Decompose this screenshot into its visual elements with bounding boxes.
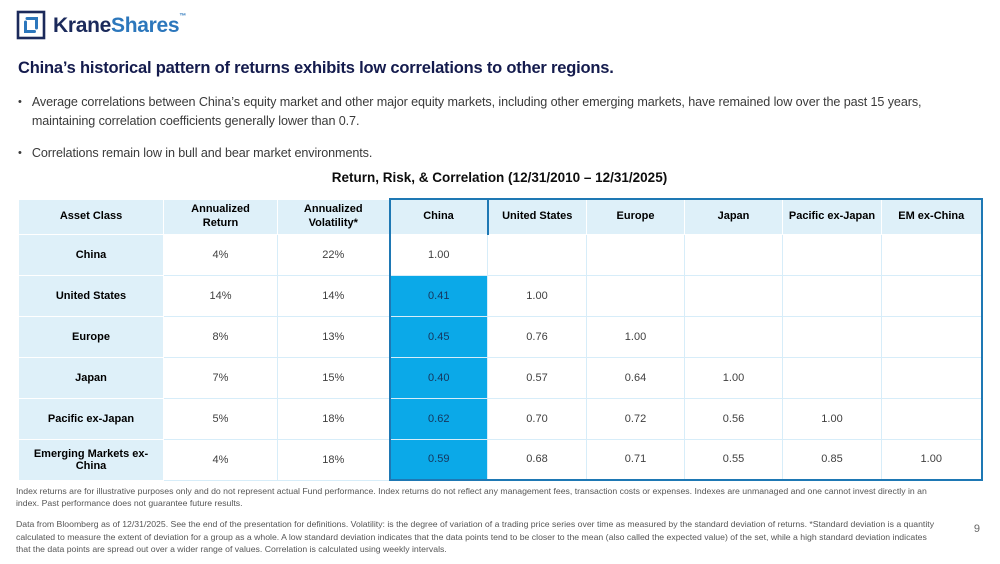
kraneshares-logo-text: KraneShares™ [53, 12, 186, 37]
bullet-list: • Average correlations between China’s e… [18, 93, 978, 176]
return-cell: 4% [163, 233, 278, 276]
corr-cell-us: 0.76 [487, 315, 587, 358]
table-row: Pacific ex-Japan 5% 18% 0.62 0.70 0.72 0… [18, 397, 983, 440]
return-cell: 5% [163, 397, 278, 440]
corr-cell-us: 0.70 [487, 397, 587, 440]
corr-cell-japan: 0.56 [684, 397, 783, 440]
corr-cell-pacific [782, 315, 882, 358]
page-number: 9 [973, 523, 980, 535]
col-header-em-ex-china: EM ex-China [881, 198, 983, 235]
col-header-pacific-ex-japan: Pacific ex-Japan [782, 198, 882, 235]
col-header-europe: Europe [586, 198, 685, 235]
corr-cell-em [881, 315, 983, 358]
row-label: Europe [18, 315, 164, 358]
corr-cell-em [881, 274, 983, 317]
row-label: China [18, 233, 164, 276]
return-cell: 7% [163, 356, 278, 399]
corr-cell-europe: 1.00 [586, 315, 685, 358]
bullet-item: • Average correlations between China’s e… [18, 93, 978, 131]
corr-cell-em [881, 233, 983, 276]
corr-cell-china-highlighted: 0.41 [388, 274, 488, 317]
corr-cell-china-highlighted: 0.45 [388, 315, 488, 358]
corr-cell-us: 0.57 [487, 356, 587, 399]
corr-cell-em: 1.00 [881, 438, 983, 481]
corr-cell-us [487, 233, 587, 276]
logo-word-shares: Shares [111, 13, 180, 37]
corr-cell-china-highlighted: 0.59 [388, 438, 488, 481]
table-row: Japan 7% 15% 0.40 0.57 0.64 1.00 [18, 356, 983, 399]
volatility-cell: 15% [277, 356, 390, 399]
corr-cell-em [881, 356, 983, 399]
volatility-cell: 14% [277, 274, 390, 317]
corr-cell-europe: 0.71 [586, 438, 685, 481]
footnote-data-source: Data from Bloomberg as of 12/31/2025. Se… [16, 519, 935, 554]
footnote-index-returns: Index returns are for illustrative purpo… [16, 486, 927, 509]
bullet-text: Correlations remain low in bull and bear… [31, 146, 373, 161]
bullet-marker: • [18, 96, 22, 108]
volatility-cell: 18% [277, 438, 390, 481]
corr-cell-japan [684, 274, 783, 317]
table-row: China 4% 22% 1.00 [18, 233, 983, 276]
bullet-marker: • [18, 147, 22, 160]
footnotes: Index returns are for illustrative purpo… [16, 485, 941, 564]
volatility-cell: 22% [277, 233, 390, 276]
row-label: Japan [18, 356, 164, 399]
table-header-row: Asset Class Annualized Return Annualized V… [18, 198, 983, 235]
corr-cell-china: 1.00 [388, 233, 488, 276]
corr-cell-china-highlighted: 0.62 [388, 397, 488, 440]
bullet-text: Average correlations between China’s equ… [31, 95, 922, 129]
return-cell: 4% [163, 438, 278, 481]
col-header-japan: Japan [684, 198, 783, 235]
header-line: Return [202, 216, 239, 229]
page-title: China’s historical pattern of returns ex… [18, 59, 614, 77]
corr-cell-europe: 0.64 [586, 356, 685, 399]
corr-cell-japan: 0.55 [684, 438, 783, 481]
header-line: Annualized [191, 202, 250, 215]
bullet-item: • Correlations remain low in bull and be… [18, 144, 978, 163]
corr-cell-europe [586, 233, 685, 276]
header-line: Volatility* [308, 216, 358, 229]
volatility-cell: 13% [277, 315, 390, 358]
correlation-table: Asset Class Annualized Return Annualized V… [18, 198, 983, 481]
corr-cell-japan: 1.00 [684, 356, 783, 399]
corr-cell-pacific [782, 356, 882, 399]
logo-tm-mark: ™ [179, 12, 186, 20]
corr-cell-pacific: 0.85 [782, 438, 882, 481]
col-header-annualized-volatility: Annualized Volatility* [277, 198, 390, 235]
col-header-annualized-return: Annualized Return [163, 198, 278, 235]
col-header-asset-class: Asset Class [18, 198, 164, 235]
corr-cell-europe: 0.72 [586, 397, 685, 440]
table-title: Return, Risk, & Correlation (12/31/2010 … [331, 170, 668, 185]
corr-cell-europe [586, 274, 685, 317]
corr-cell-pacific: 1.00 [782, 397, 882, 440]
corr-cell-japan [684, 315, 783, 358]
row-label: United States [18, 274, 164, 317]
return-cell: 8% [163, 315, 278, 358]
corr-cell-us: 0.68 [487, 438, 587, 481]
return-cell: 14% [163, 274, 278, 317]
row-label: Pacific ex-Japan [18, 397, 164, 440]
col-header-united-states: United States [487, 198, 587, 235]
logo-word-krane: Krane [53, 13, 112, 37]
corr-cell-china-highlighted: 0.40 [388, 356, 488, 399]
corr-cell-pacific [782, 274, 882, 317]
table-row: Europe 8% 13% 0.45 0.76 1.00 [18, 315, 983, 358]
volatility-cell: 18% [277, 397, 390, 440]
col-header-china: China [388, 198, 489, 235]
table-row: United States 14% 14% 0.41 1.00 [18, 274, 983, 317]
kraneshares-logo-icon [16, 10, 46, 40]
row-label: Emerging Markets ex-China [18, 438, 164, 481]
header-line: Annualized [303, 202, 363, 215]
corr-cell-us: 1.00 [487, 274, 587, 317]
table-row: Emerging Markets ex-China 4% 18% 0.59 0.… [18, 438, 983, 481]
corr-cell-pacific [782, 233, 882, 276]
kraneshares-logo: KraneShares™ [16, 10, 186, 40]
corr-cell-japan [684, 233, 783, 276]
corr-cell-em [881, 397, 983, 440]
